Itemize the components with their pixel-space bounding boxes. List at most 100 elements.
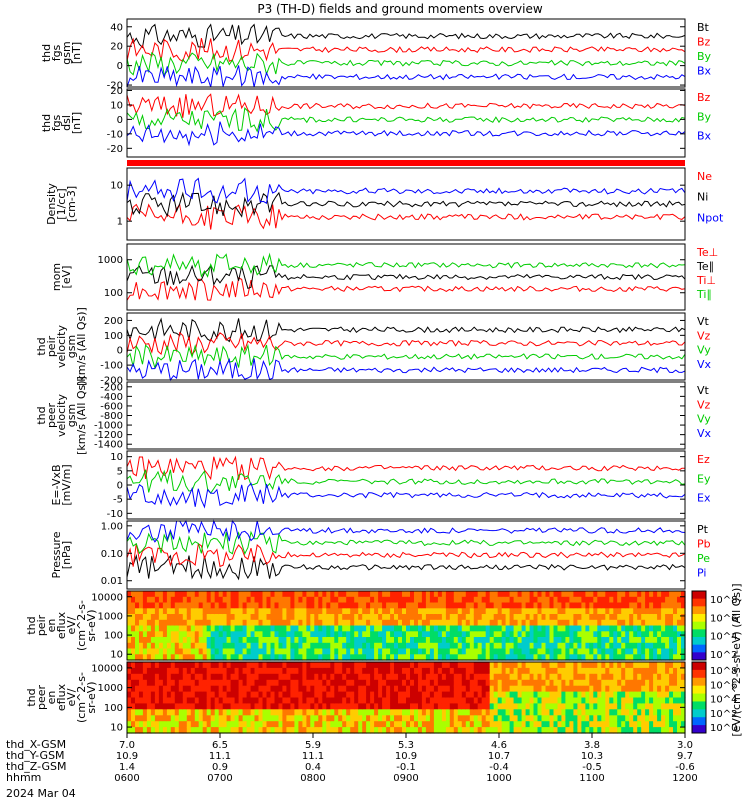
spectrogram-cell <box>481 625 487 632</box>
spectrogram-cell <box>457 619 463 627</box>
spectrogram-cell <box>601 631 606 638</box>
spectrogram-cell <box>425 662 431 669</box>
spectrogram-cell <box>262 596 268 604</box>
spectrogram-cell <box>453 667 459 675</box>
spectrogram-cell <box>322 608 327 615</box>
spectrogram-cell <box>310 654 315 661</box>
spectrogram-cell <box>629 614 634 621</box>
spectrogram-cell <box>398 667 403 675</box>
spectrogram-cell <box>609 642 614 650</box>
spectrogram-cell <box>617 625 622 632</box>
spectrogram-cell <box>326 697 331 704</box>
spectrogram-cell <box>318 662 323 669</box>
spectrogram-cell <box>330 637 335 644</box>
y-axis-label: Pressure <box>50 531 63 578</box>
spectrogram-cell <box>398 602 403 609</box>
spectrogram-cell <box>314 727 319 734</box>
spectrogram-cell <box>593 637 598 644</box>
spectrogram-cell <box>549 637 555 644</box>
spectrogram-cell <box>178 619 184 627</box>
spectrogram-cell <box>461 654 467 661</box>
spectrogram-cell <box>358 715 363 722</box>
spectrogram-cell <box>194 667 200 675</box>
spectrogram-cell <box>286 721 291 728</box>
spectrogram-cell <box>186 691 192 699</box>
spectrogram-cell <box>262 625 268 632</box>
spectrogram-cell <box>437 614 443 621</box>
spectrogram-cell <box>421 703 427 710</box>
spectrogram-cell <box>362 721 367 728</box>
spectrogram-cell <box>286 697 291 704</box>
spectrogram-cell <box>565 697 570 704</box>
spectrogram-cell <box>314 691 319 699</box>
spectrogram-cell <box>330 667 335 675</box>
spectrogram-cell <box>266 614 272 621</box>
spectrogram-cell <box>665 703 670 710</box>
spectrogram-cell <box>266 727 272 734</box>
spectrogram-cell <box>402 637 407 644</box>
spectrogram-cell <box>210 679 216 687</box>
spectrogram-cell <box>131 715 136 722</box>
spectrogram-cell <box>135 691 140 699</box>
spectrogram-cell <box>505 709 511 716</box>
spectrogram-cell <box>573 596 578 604</box>
spectrogram-cell <box>326 679 331 687</box>
spectrogram-cell <box>545 596 551 604</box>
spectrogram-cell <box>306 619 311 627</box>
spectrogram-cell <box>298 721 303 728</box>
spectrogram-cell <box>589 648 594 655</box>
spectrogram-cell <box>437 703 443 710</box>
spectrogram-cell <box>318 673 323 681</box>
spectrogram-cell <box>258 654 264 661</box>
spectrogram-cell <box>350 602 355 609</box>
spectrogram-cell <box>210 667 216 675</box>
spectrogram-cell <box>182 709 188 716</box>
spectrogram-cell <box>421 679 427 687</box>
spectrogram-cell <box>609 673 614 681</box>
spectrogram-cell <box>461 596 467 604</box>
spectrogram-cell <box>370 709 375 716</box>
spectrogram-cell <box>529 709 535 716</box>
spectrogram-cell <box>234 654 240 661</box>
spectrogram-cell <box>402 673 407 681</box>
y-axis-label: dsl <box>60 115 73 131</box>
spectrogram-cell <box>158 727 164 734</box>
spectrogram-cell <box>246 625 252 632</box>
spectrogram-cell <box>370 596 375 604</box>
spectrogram-cell <box>441 637 447 644</box>
spectrogram-cell <box>142 625 148 632</box>
spectrogram-cell <box>406 642 411 650</box>
spectrogram-cell <box>198 703 204 710</box>
spectrogram-cell <box>218 625 224 632</box>
spectrogram-cell <box>441 662 447 669</box>
spectrogram-cell <box>250 673 256 681</box>
spectrogram-cell <box>661 591 666 598</box>
spectrogram-cell <box>286 625 291 632</box>
spectrogram-cell <box>441 631 447 638</box>
spectrogram-cell <box>334 591 339 598</box>
spectrogram-cell <box>429 619 435 627</box>
legend-entry: Ti∥ <box>696 288 712 301</box>
y-tick-label: 10 <box>110 100 123 111</box>
spectrogram-cell <box>669 654 674 661</box>
spectrogram-cell <box>378 679 383 687</box>
spectrogram-cell <box>378 637 383 644</box>
spectrogram-cell <box>250 608 256 615</box>
spectrogram-cell <box>414 602 419 609</box>
spectrogram-cell <box>278 715 284 722</box>
spectrogram-cell <box>150 679 156 687</box>
spectrogram-cell <box>661 715 666 722</box>
spectrogram-cell <box>629 591 634 598</box>
spectrogram-cell <box>613 602 618 609</box>
spectrogram-cell <box>573 608 578 615</box>
spectrogram-cell <box>346 614 351 621</box>
spectrogram-cell <box>629 625 634 632</box>
spectrogram-cell <box>182 642 188 650</box>
spectrogram-cell <box>310 637 315 644</box>
spectrogram-cell <box>541 667 547 675</box>
spectrogram-cell <box>597 679 602 687</box>
y-axis-label: (cm^2-s- <box>75 672 88 723</box>
spectrogram-cell <box>310 642 315 650</box>
spectrogram-cell <box>294 662 299 669</box>
spectrogram-cell <box>497 679 503 687</box>
